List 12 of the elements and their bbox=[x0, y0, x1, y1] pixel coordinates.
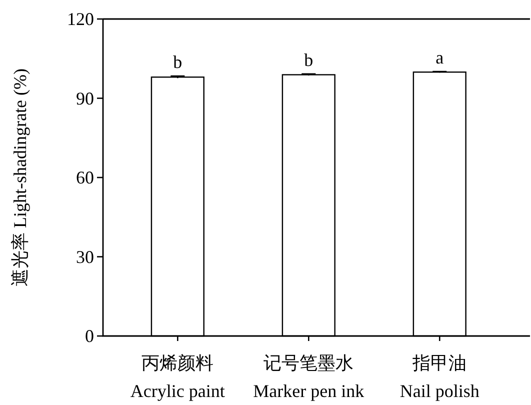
y-tick-label: 60 bbox=[76, 168, 94, 188]
annotation: a bbox=[436, 48, 444, 68]
annotation: b bbox=[304, 50, 314, 70]
y-tick-label: 30 bbox=[76, 246, 94, 267]
y-tick-label: 120 bbox=[67, 9, 94, 29]
x-tick-label: 记号笔墨水 Marker pen ink bbox=[253, 353, 364, 401]
annotation: b bbox=[173, 52, 182, 72]
x-tick-label: 丙烯颜料 Acrylic paint bbox=[130, 353, 225, 401]
x-tick-label: 指甲油 Nail polish bbox=[400, 353, 480, 401]
y-axis-title: 遮光率 Light-shadingrate (%) bbox=[10, 68, 30, 286]
y-tick-label: 90 bbox=[76, 88, 94, 108]
y-tick-label: 0 bbox=[85, 326, 94, 346]
